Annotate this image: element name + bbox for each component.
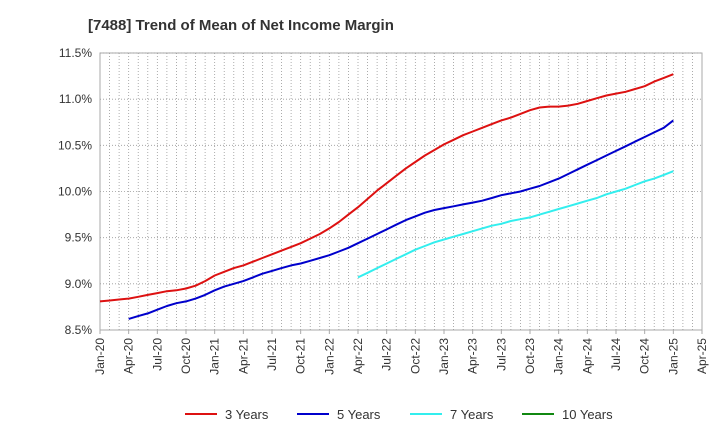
x-tick-label: Jan-21 [208, 338, 222, 375]
legend: 3 Years 5 Years 7 Years 10 Years [185, 407, 613, 422]
x-tick-label: Jan-22 [322, 338, 336, 375]
x-tick-label: Jul-24 [609, 338, 623, 371]
y-tick-label: 11.5% [59, 46, 92, 60]
y-tick-label: 9.0% [65, 277, 93, 291]
y-tick-label: 11.0% [59, 92, 92, 106]
x-tick-label: Jul-20 [150, 338, 164, 371]
x-tick-label: Apr-23 [466, 338, 480, 374]
x-tick-label: Oct-20 [179, 338, 193, 374]
x-tick-label: Oct-23 [523, 338, 537, 374]
x-tick-label: Oct-24 [638, 338, 652, 374]
series-line-3-years [99, 73, 674, 303]
legend-label: 7 Years [450, 407, 494, 422]
series-lines [99, 73, 674, 320]
y-tick-label: 10.0% [58, 185, 92, 199]
y-tick-label: 10.5% [58, 138, 92, 152]
x-tick-label: Jul-22 [380, 338, 394, 371]
y-axis: 8.5% 9.0% 9.5% 10.0% 10.5% 11.0% 11.5% [58, 46, 92, 337]
y-tick-label: 9.5% [65, 231, 93, 245]
x-tick-label: Apr-20 [122, 338, 136, 374]
x-tick-label: Apr-24 [580, 338, 594, 374]
series-line-5-years [128, 119, 674, 320]
x-tick-label: Jan-23 [437, 338, 451, 375]
x-tick-label: Jan-25 [666, 338, 680, 375]
x-tick-label: Apr-25 [695, 338, 709, 374]
x-tick-label: Oct-22 [408, 338, 422, 374]
series-line-7-years [357, 170, 674, 279]
x-tick-label: Jan-20 [93, 338, 107, 375]
x-tick-label: Jul-21 [265, 338, 279, 371]
legend-label: 10 Years [562, 407, 613, 422]
x-tick-label: Jul-23 [494, 338, 508, 371]
chart-title: [7488] Trend of Mean of Net Income Margi… [88, 17, 394, 34]
x-tick-label: Apr-21 [236, 338, 250, 374]
x-tick-label: Jan-24 [552, 338, 566, 375]
x-tick-label: Oct-21 [294, 338, 308, 374]
legend-label: 3 Years [225, 407, 269, 422]
legend-label: 5 Years [337, 407, 381, 422]
x-tick-label: Apr-22 [351, 338, 365, 374]
x-axis: Jan-20 Apr-20 Jul-20 Oct-20 Jan-21 Apr-21 Jul-… [93, 330, 709, 375]
y-tick-label: 8.5% [65, 323, 93, 337]
